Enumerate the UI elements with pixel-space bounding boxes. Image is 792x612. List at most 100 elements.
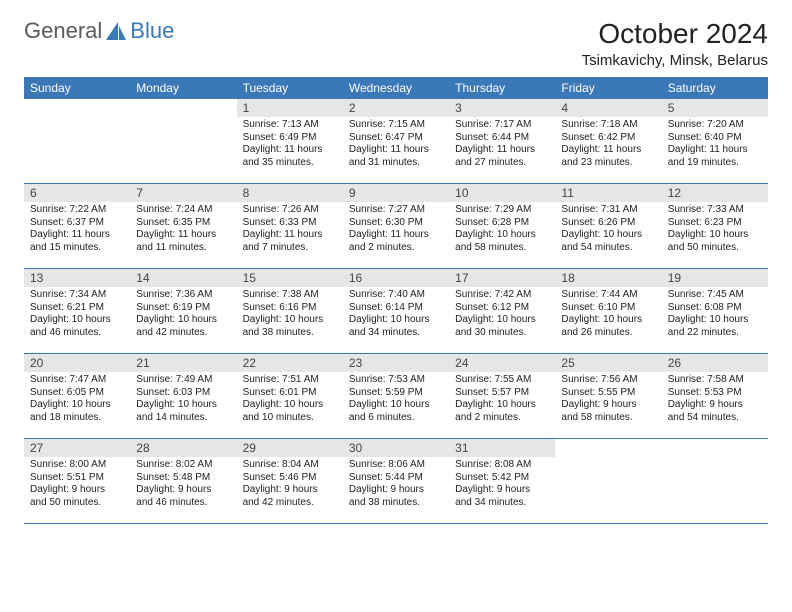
day-number: 18	[555, 269, 661, 287]
day-number: 25	[555, 354, 661, 372]
sunrise-text: Sunrise: 8:02 AM	[136, 459, 230, 472]
daylight-text: Daylight: 10 hours and 18 minutes.	[30, 399, 124, 424]
day-number: 12	[662, 184, 768, 202]
location-text: Tsimkavichy, Minsk, Belarus	[582, 52, 768, 69]
sunset-text: Sunset: 6:40 PM	[668, 132, 762, 145]
sunset-text: Sunset: 6:26 PM	[561, 217, 655, 230]
daylight-text: Daylight: 9 hours and 34 minutes.	[455, 484, 549, 509]
day-details: Sunrise: 7:53 AMSunset: 5:59 PMDaylight:…	[343, 372, 449, 428]
logo-text-general: General	[24, 18, 102, 44]
day-cell: 10Sunrise: 7:29 AMSunset: 6:28 PMDayligh…	[449, 184, 555, 268]
day-number: 8	[237, 184, 343, 202]
daylight-text: Daylight: 11 hours and 11 minutes.	[136, 229, 230, 254]
sunrise-text: Sunrise: 7:42 AM	[455, 289, 549, 302]
dow-saturday: Saturday	[662, 77, 768, 99]
day-cell: 31Sunrise: 8:08 AMSunset: 5:42 PMDayligh…	[449, 439, 555, 523]
day-cell: 18Sunrise: 7:44 AMSunset: 6:10 PMDayligh…	[555, 269, 661, 353]
daylight-text: Daylight: 9 hours and 50 minutes.	[30, 484, 124, 509]
sunrise-text: Sunrise: 7:27 AM	[349, 204, 443, 217]
daylight-text: Daylight: 10 hours and 54 minutes.	[561, 229, 655, 254]
day-details: Sunrise: 8:06 AMSunset: 5:44 PMDaylight:…	[343, 457, 449, 513]
sunset-text: Sunset: 5:57 PM	[455, 387, 549, 400]
day-cell: 9Sunrise: 7:27 AMSunset: 6:30 PMDaylight…	[343, 184, 449, 268]
sunset-text: Sunset: 5:59 PM	[349, 387, 443, 400]
day-cell	[555, 439, 661, 523]
day-cell: 24Sunrise: 7:55 AMSunset: 5:57 PMDayligh…	[449, 354, 555, 438]
dow-tuesday: Tuesday	[237, 77, 343, 99]
day-cell: 1Sunrise: 7:13 AMSunset: 6:49 PMDaylight…	[237, 99, 343, 183]
day-number: 21	[130, 354, 236, 372]
day-number: 3	[449, 99, 555, 117]
day-cell: 27Sunrise: 8:00 AMSunset: 5:51 PMDayligh…	[24, 439, 130, 523]
sunset-text: Sunset: 6:37 PM	[30, 217, 124, 230]
weeks-container: 1Sunrise: 7:13 AMSunset: 6:49 PMDaylight…	[24, 99, 768, 524]
sunset-text: Sunset: 5:51 PM	[30, 472, 124, 485]
day-cell: 23Sunrise: 7:53 AMSunset: 5:59 PMDayligh…	[343, 354, 449, 438]
day-number: 5	[662, 99, 768, 117]
sunrise-text: Sunrise: 7:22 AM	[30, 204, 124, 217]
daylight-text: Daylight: 9 hours and 54 minutes.	[668, 399, 762, 424]
sunset-text: Sunset: 5:44 PM	[349, 472, 443, 485]
daylight-text: Daylight: 10 hours and 26 minutes.	[561, 314, 655, 339]
sunrise-text: Sunrise: 7:53 AM	[349, 374, 443, 387]
daylight-text: Daylight: 10 hours and 6 minutes.	[349, 399, 443, 424]
day-cell: 7Sunrise: 7:24 AMSunset: 6:35 PMDaylight…	[130, 184, 236, 268]
day-cell: 22Sunrise: 7:51 AMSunset: 6:01 PMDayligh…	[237, 354, 343, 438]
sunset-text: Sunset: 5:55 PM	[561, 387, 655, 400]
calendar-grid: Sunday Monday Tuesday Wednesday Thursday…	[24, 77, 768, 524]
day-cell: 29Sunrise: 8:04 AMSunset: 5:46 PMDayligh…	[237, 439, 343, 523]
day-cell: 17Sunrise: 7:42 AMSunset: 6:12 PMDayligh…	[449, 269, 555, 353]
day-number: 10	[449, 184, 555, 202]
sunset-text: Sunset: 6:03 PM	[136, 387, 230, 400]
sunrise-text: Sunrise: 7:31 AM	[561, 204, 655, 217]
day-details: Sunrise: 7:18 AMSunset: 6:42 PMDaylight:…	[555, 117, 661, 173]
sunrise-text: Sunrise: 7:34 AM	[30, 289, 124, 302]
day-number: 17	[449, 269, 555, 287]
day-number	[130, 99, 236, 103]
day-number: 31	[449, 439, 555, 457]
daylight-text: Daylight: 9 hours and 46 minutes.	[136, 484, 230, 509]
daylight-text: Daylight: 10 hours and 50 minutes.	[668, 229, 762, 254]
sunset-text: Sunset: 6:05 PM	[30, 387, 124, 400]
dow-wednesday: Wednesday	[343, 77, 449, 99]
sunrise-text: Sunrise: 7:36 AM	[136, 289, 230, 302]
day-number: 11	[555, 184, 661, 202]
sunrise-text: Sunrise: 7:18 AM	[561, 119, 655, 132]
sunset-text: Sunset: 6:28 PM	[455, 217, 549, 230]
day-number: 26	[662, 354, 768, 372]
daylight-text: Daylight: 11 hours and 15 minutes.	[30, 229, 124, 254]
sunrise-text: Sunrise: 7:17 AM	[455, 119, 549, 132]
sunrise-text: Sunrise: 7:29 AM	[455, 204, 549, 217]
week-row: 13Sunrise: 7:34 AMSunset: 6:21 PMDayligh…	[24, 269, 768, 354]
day-details: Sunrise: 7:51 AMSunset: 6:01 PMDaylight:…	[237, 372, 343, 428]
week-row: 20Sunrise: 7:47 AMSunset: 6:05 PMDayligh…	[24, 354, 768, 439]
day-number: 9	[343, 184, 449, 202]
sunset-text: Sunset: 6:23 PM	[668, 217, 762, 230]
daylight-text: Daylight: 10 hours and 22 minutes.	[668, 314, 762, 339]
day-cell: 13Sunrise: 7:34 AMSunset: 6:21 PMDayligh…	[24, 269, 130, 353]
sunset-text: Sunset: 6:12 PM	[455, 302, 549, 315]
day-details: Sunrise: 7:27 AMSunset: 6:30 PMDaylight:…	[343, 202, 449, 258]
day-cell: 3Sunrise: 7:17 AMSunset: 6:44 PMDaylight…	[449, 99, 555, 183]
day-cell: 16Sunrise: 7:40 AMSunset: 6:14 PMDayligh…	[343, 269, 449, 353]
sunset-text: Sunset: 6:44 PM	[455, 132, 549, 145]
day-cell: 11 Sunrise: 7:31 AMSunset: 6:26 PMDayligh…	[555, 184, 661, 268]
day-cell: 8Sunrise: 7:26 AMSunset: 6:33 PMDaylight…	[237, 184, 343, 268]
daylight-text: Daylight: 10 hours and 46 minutes.	[30, 314, 124, 339]
day-cell: 14Sunrise: 7:36 AMSunset: 6:19 PMDayligh…	[130, 269, 236, 353]
day-details: Sunrise: 7:49 AMSunset: 6:03 PMDaylight:…	[130, 372, 236, 428]
day-cell: 15Sunrise: 7:38 AMSunset: 6:16 PMDayligh…	[237, 269, 343, 353]
day-cell: 5Sunrise: 7:20 AMSunset: 6:40 PMDaylight…	[662, 99, 768, 183]
day-cell	[130, 99, 236, 183]
day-number	[662, 439, 768, 443]
sunset-text: Sunset: 6:35 PM	[136, 217, 230, 230]
day-details: Sunrise: 7:13 AMSunset: 6:49 PMDaylight:…	[237, 117, 343, 173]
logo-sail-icon	[106, 22, 128, 40]
day-details: Sunrise: 7:34 AMSunset: 6:21 PMDaylight:…	[24, 287, 130, 343]
day-number	[24, 99, 130, 103]
sunset-text: Sunset: 6:01 PM	[243, 387, 337, 400]
sunrise-text: Sunrise: 7:47 AM	[30, 374, 124, 387]
week-row: 6Sunrise: 7:22 AMSunset: 6:37 PMDaylight…	[24, 184, 768, 269]
day-details: Sunrise: 7:24 AMSunset: 6:35 PMDaylight:…	[130, 202, 236, 258]
day-details: Sunrise: 7:20 AMSunset: 6:40 PMDaylight:…	[662, 117, 768, 173]
